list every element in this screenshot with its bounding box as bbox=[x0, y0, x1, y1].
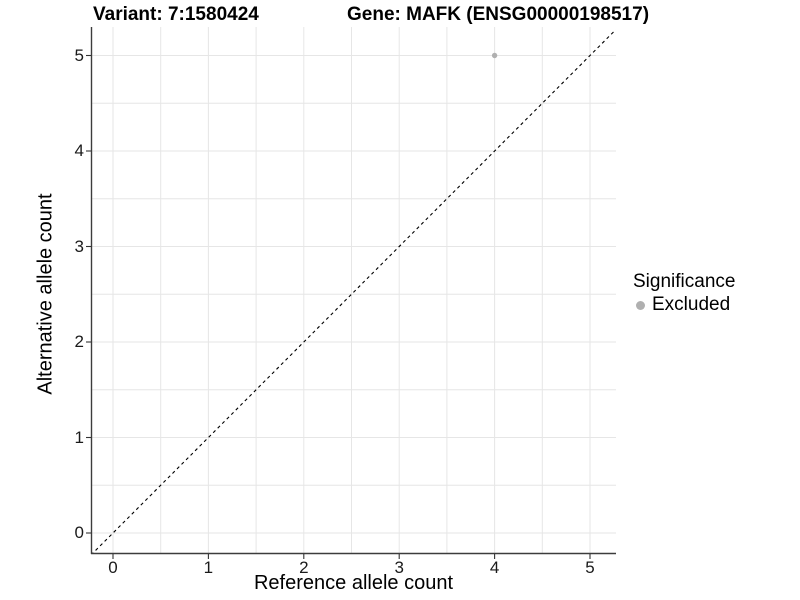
x-tick-label: 0 bbox=[108, 558, 118, 577]
excluded-point-icon bbox=[636, 300, 645, 310]
y-tick-label: 1 bbox=[74, 427, 84, 447]
legend-item-label: Excluded bbox=[652, 294, 731, 315]
y-tick-label: 0 bbox=[74, 523, 84, 542]
variant-title: Variant: 7:1580424 bbox=[93, 4, 259, 25]
x-tick-label: 5 bbox=[585, 558, 595, 577]
identity-dashed-line bbox=[92, 29, 616, 553]
gene-title: Gene: MAFK (ENSG00000198517) bbox=[347, 4, 650, 25]
y-tick-label: 2 bbox=[74, 332, 84, 351]
x-tick-label: 3 bbox=[394, 558, 404, 577]
y-tick-label: 5 bbox=[74, 45, 84, 65]
x-tick-label: 1 bbox=[203, 558, 214, 577]
y-axis-title: Alternative allele count bbox=[34, 193, 57, 395]
plot-panel bbox=[86, 27, 616, 559]
y-tick-label: 3 bbox=[74, 236, 84, 256]
data-point-excluded[interactable] bbox=[491, 52, 498, 59]
legend-item-excluded[interactable]: Excluded bbox=[631, 294, 735, 316]
x-axis-title: Reference allele count bbox=[253, 572, 453, 594]
legend-title: Significance bbox=[633, 271, 736, 292]
y-tick-label: 4 bbox=[74, 141, 84, 160]
x-tick-label: 2 bbox=[299, 558, 309, 577]
x-tick-label: 4 bbox=[489, 558, 500, 577]
legend: Significance Excluded bbox=[631, 271, 735, 316]
